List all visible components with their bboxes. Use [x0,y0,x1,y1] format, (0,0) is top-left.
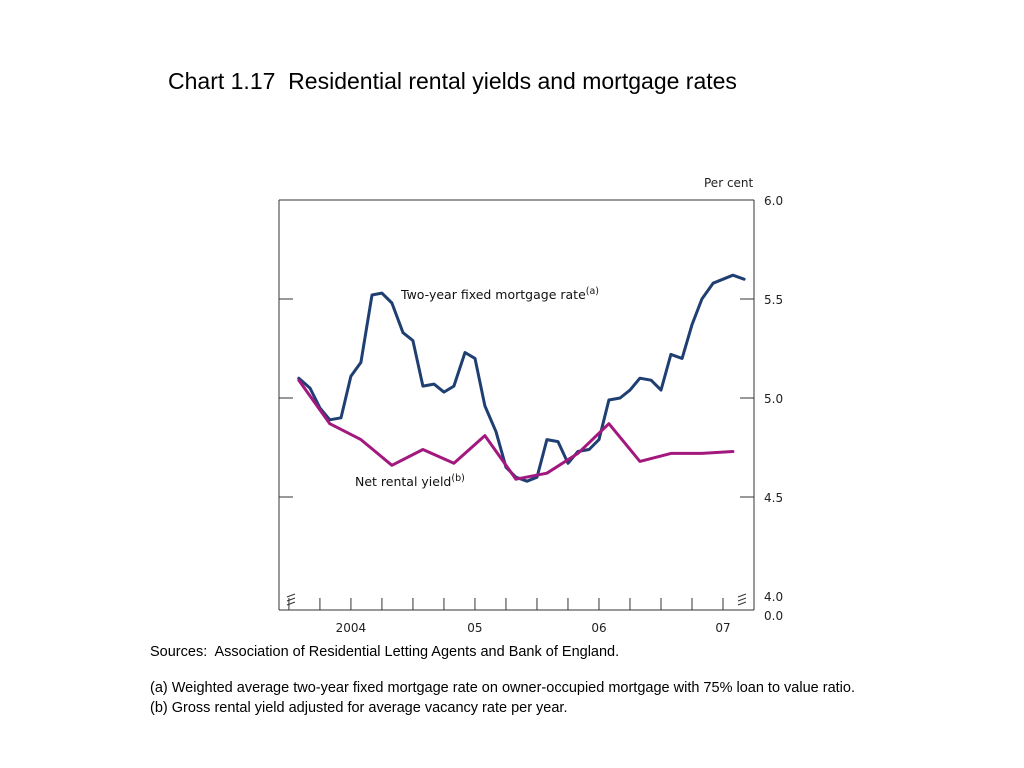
y-tick-label: 4.5 [764,491,783,505]
mortgage-rate-line [297,273,746,483]
footnote-a: (a) Weighted average two-year fixed mort… [150,680,855,696]
x-tick-label: 07 [715,621,730,635]
y-axis-unit-label: Per cent [704,176,754,190]
y-tick-label: 4.0 [764,590,783,604]
series-lines [297,273,746,483]
rental-yield-line [297,378,735,481]
chart-notes: Sources: Association of Residential Lett… [150,642,855,718]
y-break-label: 0.0 [764,609,783,623]
mortgage-series-label: Two-year fixed mortgage rate(a) [400,286,599,302]
sources-note: Sources: Association of Residential Lett… [150,644,620,660]
rental-series-label: Net rental yield(b) [355,473,465,489]
plot-frame [278,199,755,611]
x-tick-label: 05 [467,621,482,635]
y-tick-label: 6.0 [764,194,783,208]
chart-title: Chart 1.17 Residential rental yields and… [168,68,737,94]
footnote-b: (b) Gross rental yield adjusted for aver… [150,700,568,716]
x-tick-label: 2004 [336,621,367,635]
y-tick-label: 5.0 [764,392,783,406]
left-axis-break [286,593,296,606]
chart-svg: 6.0 5.5 5.0 4.5 4.0 0.0 2004 05 06 07 Per cent T… [278,176,783,635]
y-axis: 6.0 5.5 5.0 4.5 4.0 0.0 [279,194,783,623]
x-tick-label: 06 [591,621,606,635]
x-axis: 2004 05 06 07 [288,598,731,635]
right-axis-break [737,593,747,606]
y-tick-label: 5.5 [764,293,783,307]
